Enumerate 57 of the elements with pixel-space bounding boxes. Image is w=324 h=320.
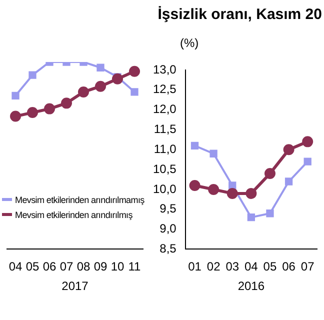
y-tick-label: 11,0 [154,142,177,156]
x-tick-label: 06 [42,260,56,274]
x-tick-label: 06 [282,260,296,274]
x-tick-label: 01 [188,260,202,274]
point [304,158,312,166]
x-tick-label: 04 [8,260,22,274]
point [44,103,55,114]
y-tick-label: 10,0 [152,182,177,196]
point [28,71,36,79]
point [130,88,138,96]
y-tick-label: 9,5 [160,202,177,216]
x-tick-label: 04 [244,260,258,274]
legend-label: Mevsim etkilerinden arındırılmış [15,210,132,220]
point [247,214,256,222]
x-axis-title: 2016 [238,279,265,294]
y-tick-label: 10,5 [152,162,177,176]
x-tick-label: 05 [263,260,277,274]
point [210,150,218,158]
y-tick-label: 13,0 [152,62,177,76]
y-axis-title: (%) [180,36,199,50]
point [12,92,20,100]
y-tick-label: 12,0 [152,102,177,116]
x-tick-label: 05 [26,260,40,274]
point [302,136,314,148]
point [10,110,21,122]
x-axis-title: 2017 [62,279,89,294]
x-tick-label: 07 [300,260,315,274]
point [96,64,104,72]
x-tick-label: 07 [60,260,74,274]
point [129,66,140,77]
y-tick-label: 8,5 [160,242,177,256]
x-tick-label: 11 [128,260,142,274]
point [208,184,220,195]
x-tick-label: 02 [206,260,221,274]
y-tick-label: 9,0 [160,222,177,236]
x-tick-label: 09 [94,260,108,274]
point [27,107,38,118]
point [226,188,238,199]
point [284,178,293,186]
point [112,73,123,84]
x-tick-label: 03 [226,260,240,274]
point [266,210,274,218]
y-tick-label: 12,5 [152,82,177,96]
point [95,80,106,92]
point [246,188,257,199]
point [189,180,200,191]
point [190,142,199,150]
point [264,168,276,180]
point [61,98,72,109]
point [228,182,236,190]
x-tick-label: 08 [76,260,90,274]
point [283,144,294,156]
chart-title: İşsizlik oranı, Kasım 20 [158,6,322,23]
y-tick-label: 11,5 [154,122,177,136]
point [78,86,89,98]
x-tick-label: 10 [110,260,124,274]
legend-label: Mevsim etkilerinden arındırılmamış [15,194,144,204]
